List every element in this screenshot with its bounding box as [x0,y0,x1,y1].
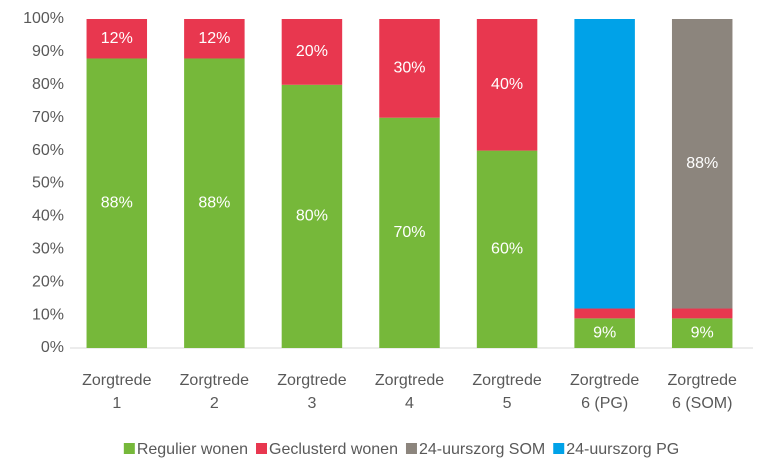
legend-swatch [256,443,268,454]
legend-label: Regulier wonen [137,441,248,458]
bar-segment [671,318,733,348]
legend-swatch [405,443,417,454]
y-tick-label: 100% [23,10,64,27]
bar-segment [379,19,440,118]
y-tick-label: 20% [32,273,64,290]
x-tick-label: Zorgtrede 3 [277,372,346,412]
data-label: 88% [198,194,230,211]
legend: Regulier wonen Geclusterd wonen 24-uurszor… [123,441,679,458]
bar-segment [476,150,538,348]
data-label: 9% [691,324,714,341]
bar-segment [184,19,245,59]
bar-segment [574,308,635,319]
data-label: 9% [593,324,616,341]
y-tick-label: 0% [41,339,64,356]
legend-label: Geclusterd wonen [269,441,398,458]
bar-segment [86,58,148,348]
legend-swatch [123,443,135,454]
y-tick-label: 10% [32,306,64,323]
data-label: 60% [491,241,523,258]
legend-swatch [553,443,565,454]
bar-segment [379,117,440,348]
bar-segment [671,308,733,319]
legend-label: 24-uurszorg SOM [419,441,545,458]
x-tick-label: Zorgtrede 1 [82,372,151,412]
y-tick-label: 80% [32,76,64,93]
y-tick-label: 30% [32,241,64,258]
data-label: 70% [393,224,425,241]
data-label: 88% [686,155,718,172]
legend-label: 24-uurszorg PG [566,441,679,458]
data-label: 12% [198,30,230,47]
bar-segment [574,318,635,348]
data-label: 20% [296,43,328,60]
y-tick-label: 70% [32,109,64,126]
bar-segment [671,19,733,309]
data-label: 12% [101,30,133,47]
bar-segment [281,19,343,85]
data-label: 88% [101,194,133,211]
x-tick-label: Zorgtrede 2 [180,372,249,412]
bar-segment [281,84,343,349]
data-label: 30% [393,60,425,77]
x-tick-label: Zorgtrede 6 (PG) [570,372,639,412]
y-tick-label: 40% [32,208,64,225]
y-tick-label: 60% [32,142,64,159]
bar-segment [476,19,538,151]
x-tick-label: Zorgtrede 4 [375,372,444,412]
data-label: 80% [296,208,328,225]
bar-segment [86,19,148,59]
y-tick-label: 90% [32,43,64,60]
y-tick-label: 50% [32,175,64,192]
bar-segment [574,19,635,309]
x-tick-label: Zorgtrede 6 (SOM) [668,372,737,412]
data-label: 40% [491,76,523,93]
bar-segment [184,58,245,348]
x-tick-label: Zorgtrede 5 [472,372,541,412]
